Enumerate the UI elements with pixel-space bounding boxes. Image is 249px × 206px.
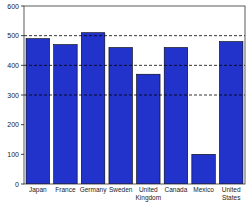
y-tick-label: 300 [7, 92, 19, 99]
y-tick [21, 95, 24, 96]
x-tick-label: UnitedStates [222, 186, 241, 201]
y-tick-label: 500 [7, 32, 19, 39]
plot-frame [24, 6, 245, 184]
reference-line [24, 95, 245, 96]
chart-container: 0 100 200 300 400 500 600 Japan France GermanySwe… [0, 0, 249, 206]
plot-area [24, 33, 245, 184]
x-tick-label: Germany [80, 186, 107, 194]
bar [137, 74, 160, 184]
y-tick [21, 124, 24, 125]
y-tick-label: 100 [7, 151, 19, 158]
y-tick-label: 200 [7, 121, 19, 128]
x-tick-label: Mexico [193, 186, 214, 193]
y-tick [21, 35, 24, 36]
y-tick [21, 6, 24, 7]
bar [26, 39, 49, 184]
y-tick [21, 65, 24, 66]
bar [109, 48, 132, 184]
bar [164, 48, 187, 184]
chart-svg: 0 100 200 300 400 500 600 Japan France GermanySwe… [0, 0, 249, 206]
x-tick-label: France [55, 186, 76, 193]
bar [219, 42, 242, 184]
bar [81, 33, 104, 184]
y-axis: 0 100 200 300 400 500 600 [7, 3, 24, 188]
reference-line [24, 65, 245, 66]
x-tick-label: Sweden [109, 186, 133, 193]
x-tick-label: Canada [165, 186, 188, 193]
y-tick-label: 400 [7, 62, 19, 69]
bar [192, 154, 215, 184]
y-tick [21, 184, 24, 185]
y-tick-label: 0 [15, 181, 19, 188]
x-tick-label: UnitedKingdom [135, 186, 161, 202]
reference-line [24, 35, 245, 36]
x-tick-label: Japan [29, 186, 47, 194]
x-axis: Japan France GermanySwedenUnitedKingdom Can… [29, 186, 241, 202]
y-tick-label: 600 [7, 3, 19, 10]
y-tick [21, 154, 24, 155]
